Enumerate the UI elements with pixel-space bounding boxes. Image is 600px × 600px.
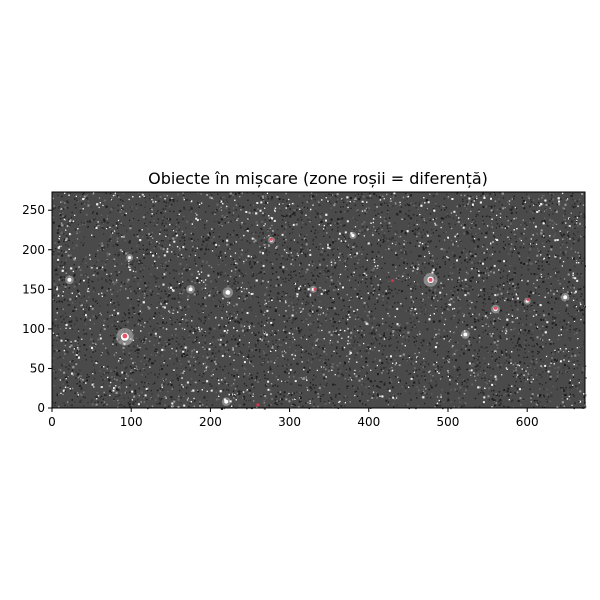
moving-object-marker <box>526 298 530 302</box>
bright-star <box>188 287 193 292</box>
moving-object-marker <box>428 277 433 282</box>
moving-object-marker <box>313 287 317 291</box>
moving-object-markers <box>122 237 530 407</box>
axes-frame <box>51 191 586 409</box>
star-field-noise <box>52 192 587 410</box>
bright-star <box>224 399 229 404</box>
y-tick-label: 250 <box>22 203 45 217</box>
y-tick-label: 150 <box>22 282 45 296</box>
y-tick-label: 100 <box>22 322 45 336</box>
moving-object-marker <box>391 279 395 283</box>
y-tick-label: 0 <box>37 401 45 415</box>
y-axis: 0 50 100 150 200 250 <box>22 203 52 415</box>
plot-area <box>52 192 587 410</box>
y-tick-label: 200 <box>22 243 45 257</box>
y-tick-label: 50 <box>30 361 45 375</box>
chart-title: Obiecte în mișcare (zone roșii = diferen… <box>148 169 488 188</box>
bright-star <box>225 290 231 295</box>
x-tick-label: 400 <box>357 415 380 429</box>
bright-star <box>463 332 468 337</box>
x-tick-label: 500 <box>437 415 460 429</box>
x-tick-label: 200 <box>199 415 222 429</box>
moving-object-marker <box>269 237 273 241</box>
bright-star <box>67 277 72 282</box>
moving-object-marker <box>256 403 260 407</box>
bright-star <box>563 295 568 300</box>
x-tick-label: 100 <box>120 415 143 429</box>
x-axis: 0 100 200 300 400 500 600 <box>48 408 539 429</box>
x-tick-label: 0 <box>48 415 56 429</box>
x-tick-label: 600 <box>516 415 539 429</box>
moving-object-marker <box>493 306 498 310</box>
bright-star <box>351 233 355 238</box>
moving-object-marker <box>122 333 128 339</box>
bright-star <box>128 256 132 260</box>
x-tick-label: 300 <box>278 415 301 429</box>
